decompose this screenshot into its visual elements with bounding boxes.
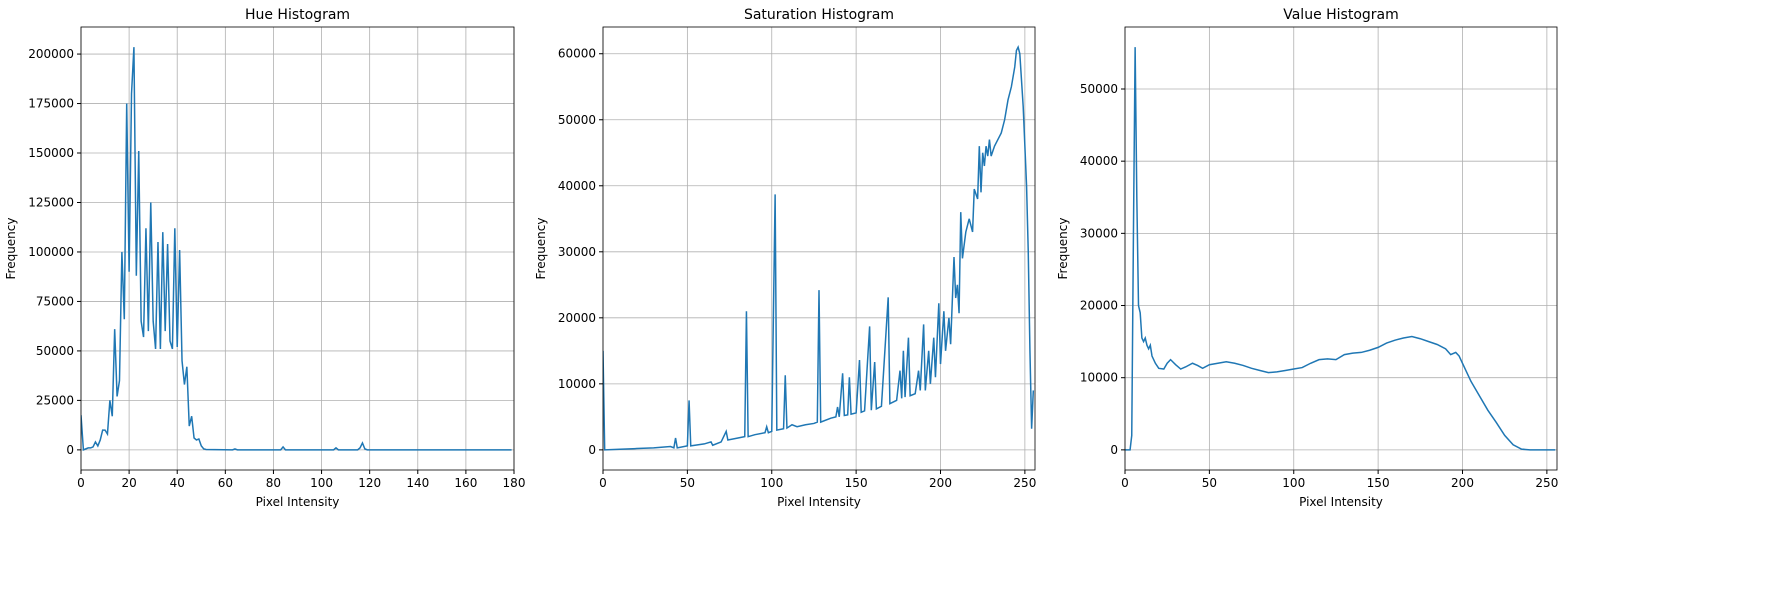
y-tick-label: 10000 [558,377,596,391]
axes-frame [1124,26,1558,471]
subplot-title: Value Histogram [1283,7,1399,23]
x-tick-label: 100 [760,476,783,490]
x-tick-label: 200 [1451,476,1474,490]
x-tick-label: 250 [1013,476,1036,490]
x-tick-label: 0 [599,476,607,490]
y-tick-label: 50000 [558,113,596,127]
x-tick-label: 120 [358,476,381,490]
y-axis-label: Frequency [1056,218,1070,280]
y-tick-label: 0 [1110,443,1118,457]
y-tick-label: 75000 [36,294,74,308]
y-tick-label: 175000 [28,97,74,111]
x-tick-label: 140 [406,476,429,490]
subplot: 0 50 100 150 200 250 0 10000 20000 30000 40000 5000… [1056,7,1558,509]
histogram-line [603,45,1035,451]
x-tick-label: 200 [929,476,952,490]
y-tick-label: 50000 [36,344,74,358]
histogram-line [81,47,512,451]
x-tick-label: 150 [1367,476,1390,490]
y-tick-label: 30000 [558,245,596,259]
y-tick-label: 0 [66,443,74,457]
y-axis-label: Frequency [4,218,18,280]
axes-frame [602,26,1036,471]
axes-frame [80,26,515,471]
y-tick-label: 0 [588,443,596,457]
x-tick-label: 50 [1202,476,1217,490]
subplot: 0 50 100 150 200 250 0 10000 20000 30000 40000 5000… [534,7,1036,509]
x-axis-label: Pixel Intensity [777,495,861,509]
x-tick-label: 100 [310,476,333,490]
y-tick-label: 60000 [558,47,596,61]
y-tick-label: 100000 [28,245,74,259]
x-tick-label: 50 [680,476,695,490]
y-tick-label: 200000 [28,47,74,61]
histogram-line [1125,47,1556,451]
x-tick-label: 250 [1535,476,1558,490]
x-tick-label: 20 [121,476,136,490]
subplot: 0 20 40 60 80 100 120 140 160 180 0 25000 50000 75000… [4,7,525,509]
y-tick-label: 40000 [1080,154,1118,168]
y-tick-label: 30000 [1080,226,1118,240]
x-axis-label: Pixel Intensity [256,495,340,509]
subplot-title: Hue Histogram [245,7,350,23]
x-tick-label: 150 [845,476,868,490]
x-tick-label: 40 [170,476,185,490]
y-tick-label: 20000 [558,311,596,325]
y-tick-label: 50000 [1080,82,1118,96]
subplot-title: Saturation Histogram [744,7,894,23]
y-axis-label: Frequency [534,218,548,280]
y-tick-label: 20000 [1080,299,1118,313]
x-tick-label: 0 [77,476,85,490]
y-tick-label: 40000 [558,179,596,193]
x-axis-label: Pixel Intensity [1299,495,1383,509]
x-tick-label: 100 [1282,476,1305,490]
y-tick-label: 125000 [28,195,74,209]
x-tick-label: 160 [454,476,477,490]
y-tick-label: 25000 [36,393,74,407]
x-tick-label: 60 [218,476,233,490]
x-tick-label: 0 [1121,476,1129,490]
y-tick-label: 150000 [28,146,74,160]
y-tick-label: 10000 [1080,371,1118,385]
x-tick-label: 80 [266,476,281,490]
x-tick-label: 180 [503,476,526,490]
